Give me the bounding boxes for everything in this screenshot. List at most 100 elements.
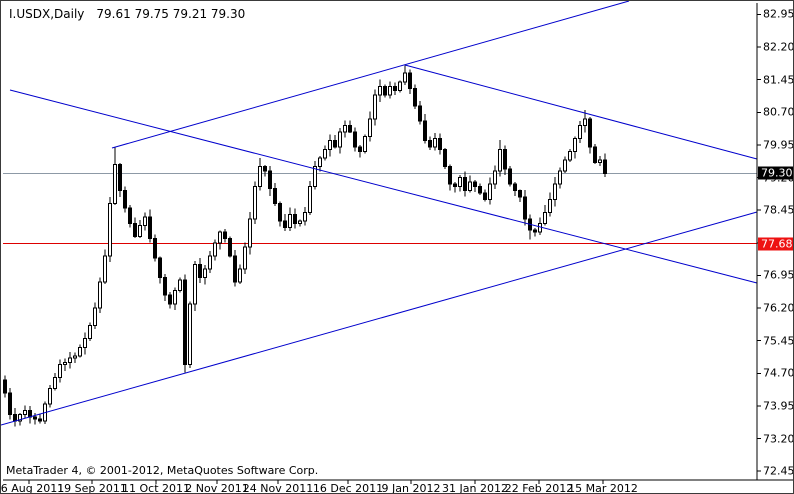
candle-body-bullish	[178, 279, 182, 292]
candle-body-bullish	[248, 218, 252, 248]
candle	[578, 120, 582, 144]
candle	[533, 228, 537, 237]
candle	[293, 208, 297, 229]
candle-body-bullish	[573, 137, 577, 153]
candle-body-bullish	[403, 72, 407, 83]
candle	[493, 165, 497, 189]
candle	[118, 162, 122, 198]
candle	[3, 375, 7, 398]
price-tick-label: 82.20	[763, 40, 794, 54]
candle-body-bullish	[583, 118, 587, 126]
candle	[558, 167, 562, 189]
candle-body-bearish	[163, 277, 167, 296]
candle	[463, 171, 467, 197]
candle-body-bullish	[288, 214, 292, 229]
candle	[303, 207, 307, 226]
candle	[383, 84, 387, 98]
price-tick-label: 81.45	[763, 73, 794, 87]
candle	[443, 148, 447, 169]
candle	[248, 212, 252, 255]
candle	[238, 264, 242, 284]
candle-body-bullish	[73, 355, 77, 359]
trendline-ascending-support[interactable]	[1, 211, 758, 426]
candle-body-bullish	[78, 346, 82, 357]
candle-body-bearish	[333, 140, 337, 148]
candle-body-bearish	[153, 238, 157, 259]
candle	[58, 359, 62, 383]
price-tick-label: 73.95	[763, 399, 794, 413]
candle	[353, 127, 357, 152]
trendline-ascending-resistance[interactable]	[111, 1, 630, 149]
candle-body-bearish	[148, 216, 152, 240]
candle	[183, 274, 187, 373]
candle-body-bullish	[298, 220, 302, 224]
candle-body-bearish	[603, 159, 607, 174]
candle	[128, 205, 132, 228]
candle-body-bullish	[338, 131, 342, 148]
candle-body-bullish	[203, 268, 207, 279]
candle-body-bullish	[558, 170, 562, 185]
symbol-period-label: I.USDX,Daily	[9, 7, 85, 21]
candle-body-bearish	[518, 190, 522, 198]
candle-body-bullish	[63, 361, 67, 366]
candle	[478, 183, 482, 195]
candle	[543, 205, 547, 226]
candle	[28, 406, 32, 424]
candle	[433, 132, 437, 151]
candle-body-bearish	[508, 168, 512, 185]
candle	[568, 149, 572, 163]
candle	[448, 164, 452, 191]
trendline-descending-from-jan-high[interactable]	[404, 64, 758, 160]
candle	[198, 258, 202, 283]
candle	[553, 177, 557, 207]
candle-body-bearish	[478, 185, 482, 194]
candle-body-bearish	[13, 414, 17, 422]
candle-body-bearish	[353, 131, 357, 148]
candle	[73, 352, 77, 364]
price-axis[interactable]: 82.9582.2081.4580.7079.9579.2078.4577.70…	[757, 1, 794, 480]
candle-body-bullish	[373, 94, 377, 120]
candle	[138, 220, 142, 238]
candle	[373, 89, 377, 126]
candle	[253, 181, 257, 224]
date-axis[interactable]: 26 Aug 2011 19 Sep 2011 11 Oct 2011 2 Nov 2…	[1, 480, 793, 494]
candle-body-bullish	[23, 409, 27, 416]
price-tick-label: 76.95	[763, 268, 794, 282]
price-tick-label: 74.70	[763, 366, 794, 380]
candle	[258, 158, 262, 191]
trendline-descending-upper[interactable]	[9, 89, 758, 284]
candle-body-bullish	[208, 255, 212, 270]
candle	[348, 120, 352, 134]
candle	[313, 161, 317, 190]
candle-body-bearish	[443, 148, 447, 168]
candle-body-bullish	[458, 177, 462, 187]
horizontal-support-line-price-box: 77.68	[758, 237, 793, 251]
candle	[243, 242, 247, 275]
candle	[103, 249, 107, 285]
candle-body-bullish	[108, 203, 112, 257]
candle	[133, 217, 137, 239]
candle	[93, 302, 97, 329]
candle	[333, 134, 337, 149]
candle-body-bearish	[3, 379, 7, 394]
candle-body-bullish	[173, 290, 177, 305]
candle	[513, 181, 517, 196]
candle	[8, 387, 12, 420]
candle	[363, 134, 367, 154]
candle-body-bearish	[223, 231, 227, 240]
candle-body-bearish	[38, 418, 42, 422]
candle	[218, 230, 222, 250]
date-tick-label: 15 Mar 2012	[568, 482, 638, 494]
candle	[113, 147, 117, 206]
candle-body-bearish	[483, 192, 487, 200]
candle-body-bearish	[428, 140, 432, 148]
candle-body-bullish	[88, 325, 92, 340]
candle-body-bullish	[378, 85, 382, 96]
candle-body-bullish	[303, 211, 307, 222]
candle	[123, 186, 127, 213]
date-tick-label: 19 Sep 2011	[57, 482, 127, 494]
candle	[398, 80, 402, 93]
candle	[213, 239, 217, 261]
candle-body-bullish	[553, 183, 557, 200]
